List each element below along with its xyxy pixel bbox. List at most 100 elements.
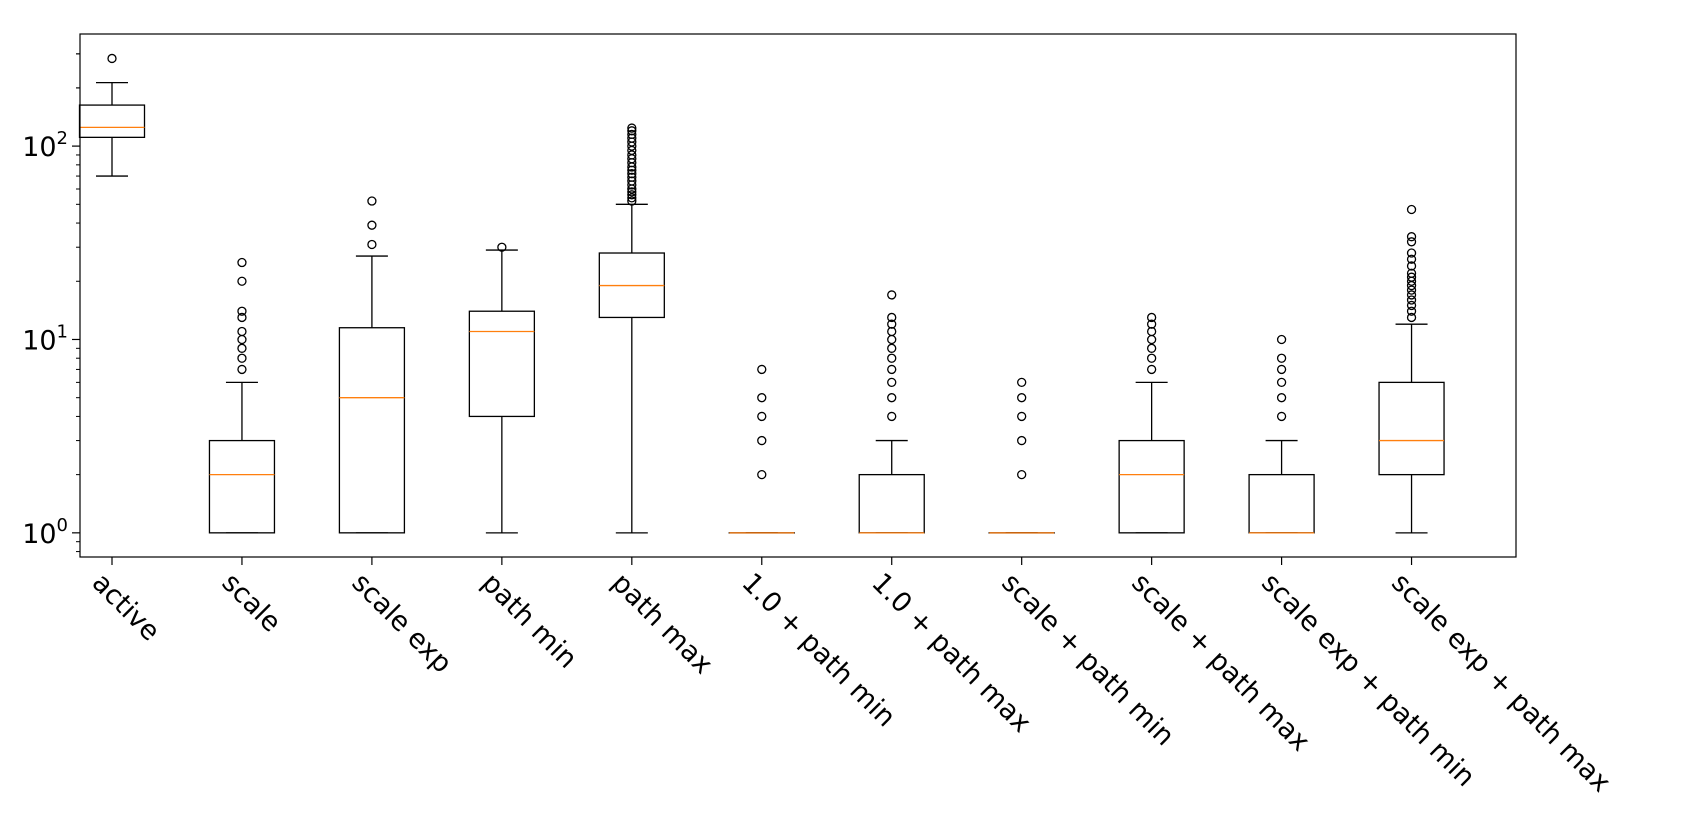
outlier-point — [1406, 248, 1417, 258]
outlier-point — [1017, 393, 1027, 403]
box-group — [1378, 204, 1445, 534]
outlier-point — [757, 364, 767, 375]
outlier-point — [367, 196, 377, 206]
box-iqr — [338, 327, 406, 534]
outlier-point — [887, 312, 897, 323]
box-iqr — [468, 310, 536, 418]
box-iqr — [1118, 439, 1185, 534]
y-tick-label: 101 — [22, 321, 68, 356]
outlier-point — [1017, 377, 1027, 388]
x-category-label: path max — [606, 567, 719, 680]
outlier-point — [1406, 237, 1417, 247]
box-group — [858, 290, 925, 534]
outlier-point — [1406, 268, 1417, 278]
outlier-point — [1406, 306, 1417, 316]
outlier-point — [627, 190, 637, 200]
outlier-point — [237, 257, 247, 268]
outlier-point — [1146, 326, 1157, 337]
box-group — [1118, 312, 1185, 534]
outlier-point — [887, 319, 897, 329]
box-group — [728, 364, 795, 534]
y-minor-ticks — [76, 53, 80, 553]
outlier-point — [627, 172, 637, 182]
outlier-point — [237, 306, 247, 316]
outlier-point — [367, 239, 377, 250]
plot-background — [80, 34, 1516, 557]
box-iqr — [1378, 381, 1445, 476]
x-axis: active scale scale exp path min path max 1.0 … — [86, 557, 1617, 799]
outlier-point — [1406, 272, 1417, 282]
box-group — [468, 242, 536, 534]
outlier-point — [1406, 312, 1417, 323]
outlier-point — [237, 326, 247, 337]
outlier-point — [1406, 295, 1417, 305]
outlier-point — [757, 435, 767, 446]
outlier-point — [1017, 469, 1027, 480]
outlier-point — [887, 377, 897, 388]
outlier-point — [1276, 393, 1287, 403]
outlier-point — [757, 411, 767, 422]
y-axis: 100 101 102 — [22, 128, 80, 550]
y-tick-label: 102 — [22, 128, 68, 163]
outlier-point — [1146, 343, 1157, 353]
outlier-point — [627, 169, 637, 179]
box-series — [78, 53, 1445, 534]
outlier-point — [1146, 364, 1157, 375]
outlier-point — [627, 126, 637, 136]
outlier-point — [627, 176, 637, 186]
outlier-point — [887, 343, 897, 353]
outlier-point — [1406, 204, 1417, 215]
outlier-point — [1017, 411, 1027, 422]
x-category-label: scale exp + path min — [1255, 567, 1481, 793]
outlier-point — [1406, 285, 1417, 295]
outlier-point — [237, 353, 247, 363]
outlier-point — [1017, 435, 1027, 446]
outlier-point — [887, 290, 897, 300]
outlier-point — [1406, 254, 1417, 264]
outlier-point — [627, 193, 637, 203]
outlier-point — [627, 196, 637, 206]
outlier-point — [367, 220, 377, 230]
outlier-point — [1276, 411, 1287, 422]
outlier-point — [627, 123, 637, 133]
outlier-point — [1146, 319, 1157, 329]
box-group — [78, 53, 146, 177]
outlier-point — [757, 393, 767, 403]
outlier-point — [497, 242, 507, 252]
outlier-point — [1406, 261, 1417, 271]
y-tick-label: 100 — [22, 515, 68, 550]
x-category-label: active — [86, 567, 166, 647]
box-group — [208, 257, 276, 534]
outlier-point — [887, 393, 897, 403]
outlier-point — [1276, 353, 1287, 363]
outlier-point — [1276, 364, 1287, 375]
outlier-point — [887, 353, 897, 363]
outlier-point — [237, 312, 247, 323]
outlier-point — [1406, 290, 1417, 300]
outlier-point — [1276, 377, 1287, 388]
outlier-point — [627, 133, 637, 143]
outlier-point — [887, 364, 897, 375]
box-group — [598, 123, 665, 534]
x-category-label: scale exp — [346, 567, 458, 679]
outlier-point — [887, 326, 897, 337]
x-category-label: scale — [216, 567, 287, 638]
outlier-point — [887, 411, 897, 422]
outlier-point — [1276, 334, 1287, 345]
outlier-point — [237, 364, 247, 375]
plot-frame — [79, 33, 1517, 558]
box-group — [988, 377, 1055, 534]
box-iqr — [208, 439, 276, 534]
outlier-point — [627, 187, 637, 197]
outlier-point — [1146, 312, 1157, 323]
outlier-point — [1406, 300, 1417, 311]
outlier-point — [757, 469, 767, 480]
x-category-label: path min — [476, 567, 583, 674]
outlier-point — [627, 150, 637, 160]
outlier-point — [107, 53, 117, 64]
outlier-point — [237, 276, 247, 286]
box-group — [338, 196, 406, 534]
box-group — [1248, 334, 1315, 534]
outlier-point — [627, 129, 637, 140]
